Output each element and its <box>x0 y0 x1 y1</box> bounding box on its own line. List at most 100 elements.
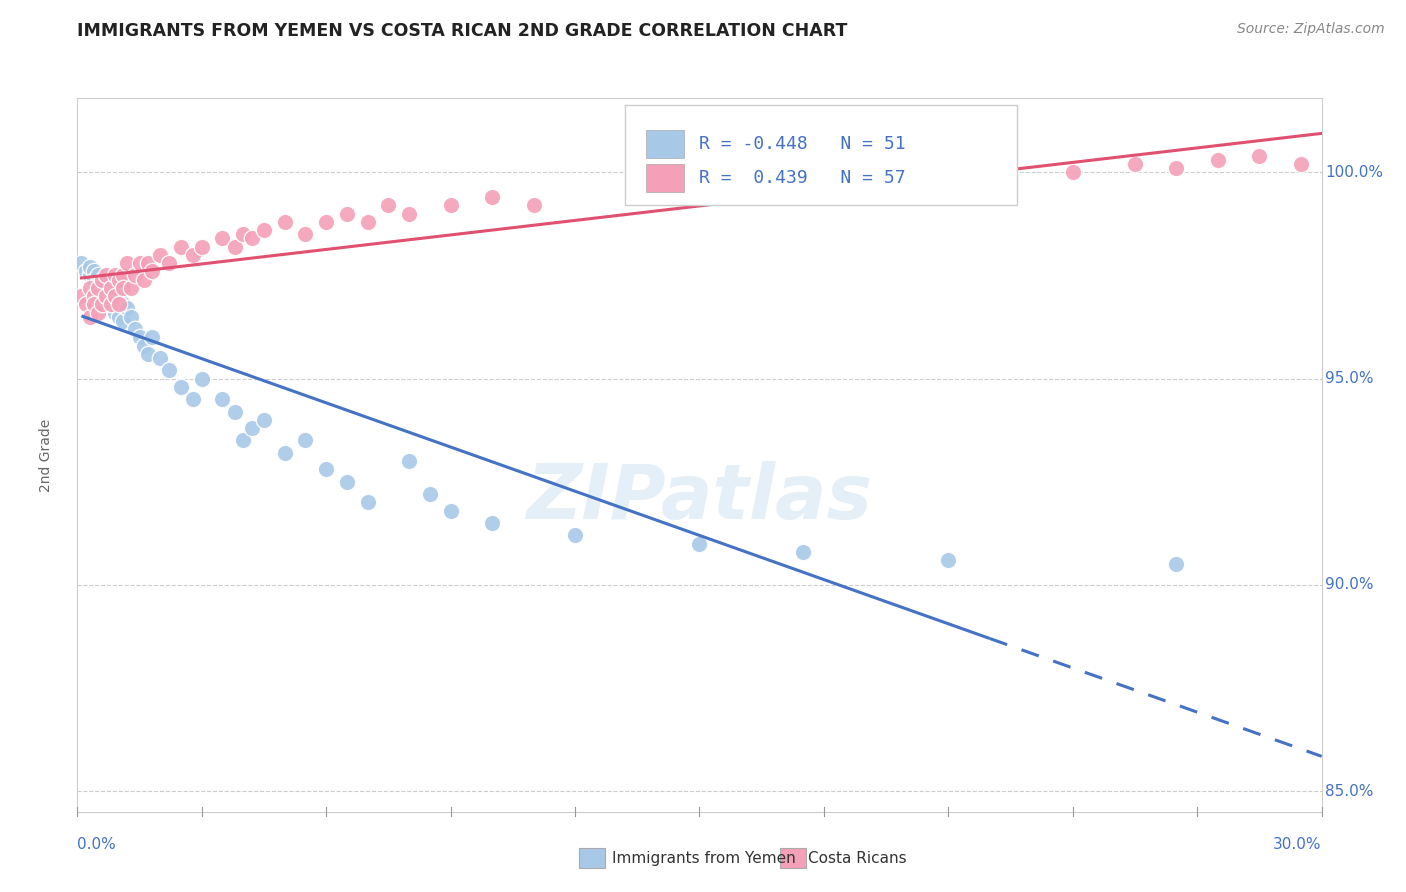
Text: ZIPatlas: ZIPatlas <box>526 461 873 534</box>
Point <box>149 248 172 262</box>
Point <box>100 297 122 311</box>
Point <box>689 536 711 550</box>
Point <box>523 198 546 212</box>
Point <box>83 272 105 286</box>
Point <box>772 190 794 204</box>
Point <box>1289 157 1312 171</box>
Point <box>149 351 172 365</box>
Point <box>564 528 586 542</box>
Bar <box>579 848 605 868</box>
Point <box>83 289 105 303</box>
Point <box>183 248 205 262</box>
Point <box>96 289 118 303</box>
Point <box>294 227 316 242</box>
Point <box>274 215 297 229</box>
Point <box>100 297 122 311</box>
Point <box>104 289 127 303</box>
Point <box>87 281 110 295</box>
Point <box>232 227 254 242</box>
Point <box>224 239 246 253</box>
Text: IMMIGRANTS FROM YEMEN VS COSTA RICAN 2ND GRADE CORRELATION CHART: IMMIGRANTS FROM YEMEN VS COSTA RICAN 2ND… <box>77 22 848 40</box>
Point <box>104 268 127 283</box>
Point <box>440 198 463 212</box>
Point <box>440 503 463 517</box>
Point <box>183 392 205 407</box>
Point <box>170 380 193 394</box>
Point <box>91 281 114 295</box>
Point <box>124 268 146 283</box>
Point <box>79 268 101 283</box>
Point <box>87 268 110 283</box>
Text: Immigrants from Yemen: Immigrants from Yemen <box>612 851 796 865</box>
Point <box>224 404 246 418</box>
Point <box>111 297 134 311</box>
Bar <box>647 164 685 193</box>
Text: 90.0%: 90.0% <box>1326 577 1374 592</box>
Point <box>136 256 159 270</box>
Point <box>157 363 180 377</box>
Text: 0.0%: 0.0% <box>77 837 117 852</box>
Text: 30.0%: 30.0% <box>1274 837 1322 852</box>
Point <box>141 330 163 344</box>
Point <box>83 297 105 311</box>
Point <box>111 314 134 328</box>
Point <box>336 475 359 489</box>
Point <box>357 215 380 229</box>
Point <box>108 297 131 311</box>
Point <box>398 454 420 468</box>
Point <box>398 206 420 220</box>
Point <box>70 256 93 270</box>
Point <box>91 272 114 286</box>
Text: R =  0.439   N = 57: R = 0.439 N = 57 <box>699 169 905 187</box>
Point <box>96 268 118 283</box>
FancyBboxPatch shape <box>624 105 1017 205</box>
Point <box>87 277 110 291</box>
Point <box>157 256 180 270</box>
Text: R = -0.448   N = 51: R = -0.448 N = 51 <box>699 135 905 153</box>
Point <box>79 310 101 324</box>
Point <box>115 256 138 270</box>
Point <box>481 190 503 204</box>
Bar <box>780 848 806 868</box>
Point <box>647 182 669 196</box>
Point <box>141 264 163 278</box>
Point <box>75 264 97 278</box>
Point <box>336 206 359 220</box>
Point <box>294 434 316 448</box>
Point <box>979 173 1001 187</box>
Point <box>111 268 134 283</box>
Point <box>108 272 131 286</box>
Point <box>128 256 150 270</box>
Point <box>120 281 142 295</box>
Text: Costa Ricans: Costa Ricans <box>808 851 907 865</box>
Bar <box>647 130 685 158</box>
Point <box>315 462 337 476</box>
Point <box>96 289 118 303</box>
Point <box>1206 153 1229 167</box>
Point <box>108 289 131 303</box>
Point <box>108 310 131 324</box>
Point <box>111 281 134 295</box>
Point <box>104 305 127 319</box>
Point <box>1062 165 1084 179</box>
Point <box>191 239 214 253</box>
Point <box>91 272 114 286</box>
Point <box>792 545 814 559</box>
Point <box>79 260 101 275</box>
Point <box>120 310 142 324</box>
Point <box>191 371 214 385</box>
Point <box>91 297 114 311</box>
Point <box>170 239 193 253</box>
Point <box>481 516 503 530</box>
Point <box>104 281 127 295</box>
Point <box>79 281 101 295</box>
Point <box>132 272 155 286</box>
Point <box>100 285 122 299</box>
Point <box>232 434 254 448</box>
Text: 100.0%: 100.0% <box>1326 165 1384 180</box>
Point <box>274 446 297 460</box>
Point <box>211 392 233 407</box>
Point <box>87 305 110 319</box>
Point <box>75 297 97 311</box>
Point <box>83 264 105 278</box>
